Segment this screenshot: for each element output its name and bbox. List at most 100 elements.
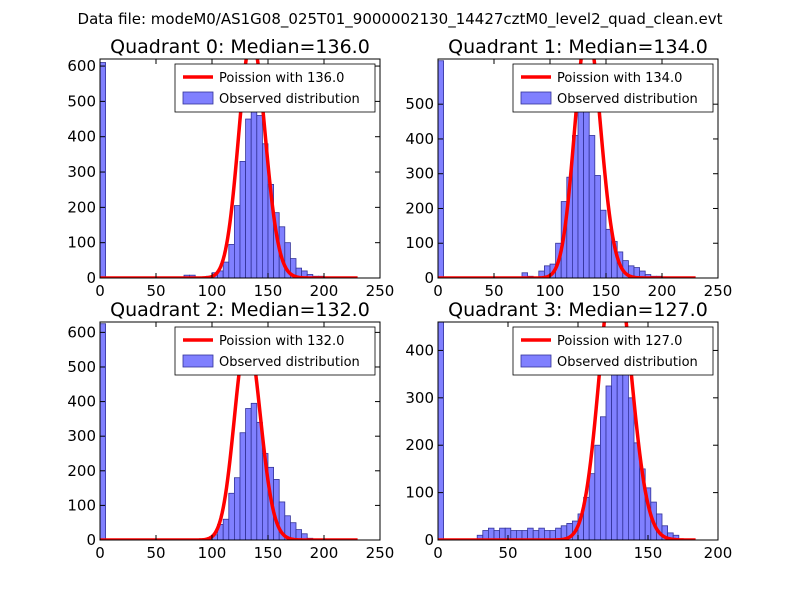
y-tick-label: 200	[67, 198, 96, 216]
x-tick-label: 100	[198, 282, 227, 300]
histogram-bar	[594, 444, 601, 540]
histogram-bar	[233, 205, 241, 278]
histogram-bar	[588, 473, 596, 540]
legend-label-poisson: Poission with 136.0	[219, 71, 344, 86]
histogram-bar	[100, 62, 106, 278]
histogram-bar	[594, 175, 601, 278]
legend-label-poisson: Poission with 127.0	[557, 334, 682, 349]
figure-suptitle: Data file: modeM0/AS1G08_025T01_90000021…	[78, 10, 723, 29]
histogram-bar	[527, 527, 534, 540]
y-tick-label: 400	[405, 341, 434, 359]
y-tick-label: 100	[67, 496, 96, 514]
histogram-bar	[222, 261, 230, 278]
histogram-bar	[239, 432, 246, 540]
y-tick-label: 300	[67, 163, 96, 181]
histogram-bar	[245, 408, 252, 540]
legend-label-observed: Observed distribution	[557, 355, 698, 370]
x-tick-label: 50	[146, 282, 165, 300]
y-tick-label: 400	[67, 393, 96, 411]
y-tick-label: 0	[86, 269, 96, 287]
legend-label-observed: Observed distribution	[219, 355, 360, 370]
y-tick-label: 300	[67, 427, 96, 445]
x-tick-label: 0	[95, 544, 105, 562]
histogram-bar	[600, 209, 607, 278]
x-tick-label: 250	[366, 282, 395, 300]
y-tick-label: 600	[67, 57, 96, 75]
x-tick-label: 150	[254, 544, 283, 562]
histogram-bar	[233, 477, 241, 540]
legend-label-observed: Observed distribution	[557, 92, 698, 107]
histogram-bar	[239, 161, 246, 278]
quadrant-3-title: Quadrant 3: Median=127.0	[448, 299, 708, 321]
x-tick-label: 150	[592, 282, 621, 300]
x-tick-label: 50	[146, 544, 165, 562]
x-tick-label: 0	[433, 282, 443, 300]
x-tick-label: 100	[536, 282, 565, 300]
y-tick-label: 500	[405, 95, 434, 113]
histogram-bar	[487, 527, 495, 540]
y-tick-label: 300	[405, 389, 434, 407]
x-tick-label: 200	[648, 282, 677, 300]
histogram-bar	[250, 93, 258, 278]
y-tick-label: 500	[67, 358, 96, 376]
histogram-bar	[228, 492, 235, 540]
legend-bar-swatch	[182, 91, 214, 105]
histogram-bar	[622, 361, 629, 540]
x-tick-label: 250	[704, 282, 733, 300]
quadrant-1-frame	[437, 58, 719, 279]
quadrant-3-legend: Poission with 127.0 Observed distribution	[512, 326, 714, 376]
x-tick-label: 0	[433, 544, 443, 562]
histogram-bar	[600, 416, 607, 540]
legend-bar-swatch	[182, 354, 214, 368]
x-tick-label: 100	[564, 544, 593, 562]
legend-label-poisson: Poission with 132.0	[219, 334, 344, 349]
legend-bar-swatch	[520, 91, 552, 105]
histogram-bar	[250, 402, 258, 540]
histogram-bar	[245, 118, 252, 278]
quadrant-2-frame	[99, 321, 381, 541]
quadrant-0-frame	[99, 58, 381, 279]
y-tick-label: 300	[405, 165, 434, 183]
quadrant-1-legend: Poission with 134.0 Observed distribution	[512, 63, 714, 113]
y-tick-label: 100	[67, 234, 96, 252]
y-tick-label: 100	[405, 484, 434, 502]
y-tick-label: 0	[424, 269, 434, 287]
y-tick-label: 0	[424, 531, 434, 549]
quadrant-1-title: Quadrant 1: Median=134.0	[448, 36, 708, 58]
histogram-bar	[222, 518, 230, 540]
quadrant-0-legend: Poission with 136.0 Observed distribution	[174, 63, 376, 113]
x-tick-label: 0	[95, 282, 105, 300]
histogram-bar	[628, 397, 635, 540]
panels-container: Quadrant 0: Median=136.0 0 50 100 150 200 250 0…	[67, 36, 733, 562]
quadrant-2-panel: Quadrant 2: Median=132.0 0 50 100 150 200 250 0…	[67, 299, 394, 562]
histogram-bar	[100, 323, 106, 540]
histogram-bar	[583, 103, 590, 278]
histogram-bar	[256, 115, 263, 278]
y-tick-label: 400	[405, 130, 434, 148]
histogram-bar	[438, 322, 444, 540]
poisson-curve	[438, 59, 697, 278]
x-tick-label: 50	[484, 282, 503, 300]
poisson-curve	[438, 322, 696, 540]
x-tick-label: 50	[498, 544, 517, 562]
poisson-curve	[100, 333, 359, 540]
quadrant-3-panel: Quadrant 3: Median=127.0 0 50 100 150 200 0 100…	[405, 299, 733, 562]
x-tick-label: 200	[704, 544, 733, 562]
y-tick-label: 600	[67, 323, 96, 341]
x-tick-label: 150	[254, 282, 283, 300]
histogram-bar	[499, 527, 506, 540]
quadrant-2-title: Quadrant 2: Median=132.0	[110, 299, 370, 321]
histogram-bar	[438, 60, 444, 278]
y-tick-label: 400	[67, 128, 96, 146]
y-tick-label: 100	[405, 234, 434, 252]
histogram-bar	[605, 228, 612, 278]
x-tick-label: 200	[310, 282, 339, 300]
histogram-bar	[577, 103, 584, 278]
legend-bar-swatch	[520, 354, 552, 368]
legend-label-observed: Observed distribution	[219, 92, 360, 107]
y-tick-label: 200	[405, 199, 434, 217]
y-tick-label: 500	[67, 92, 96, 110]
x-tick-label: 250	[366, 544, 395, 562]
x-tick-label: 100	[198, 544, 227, 562]
